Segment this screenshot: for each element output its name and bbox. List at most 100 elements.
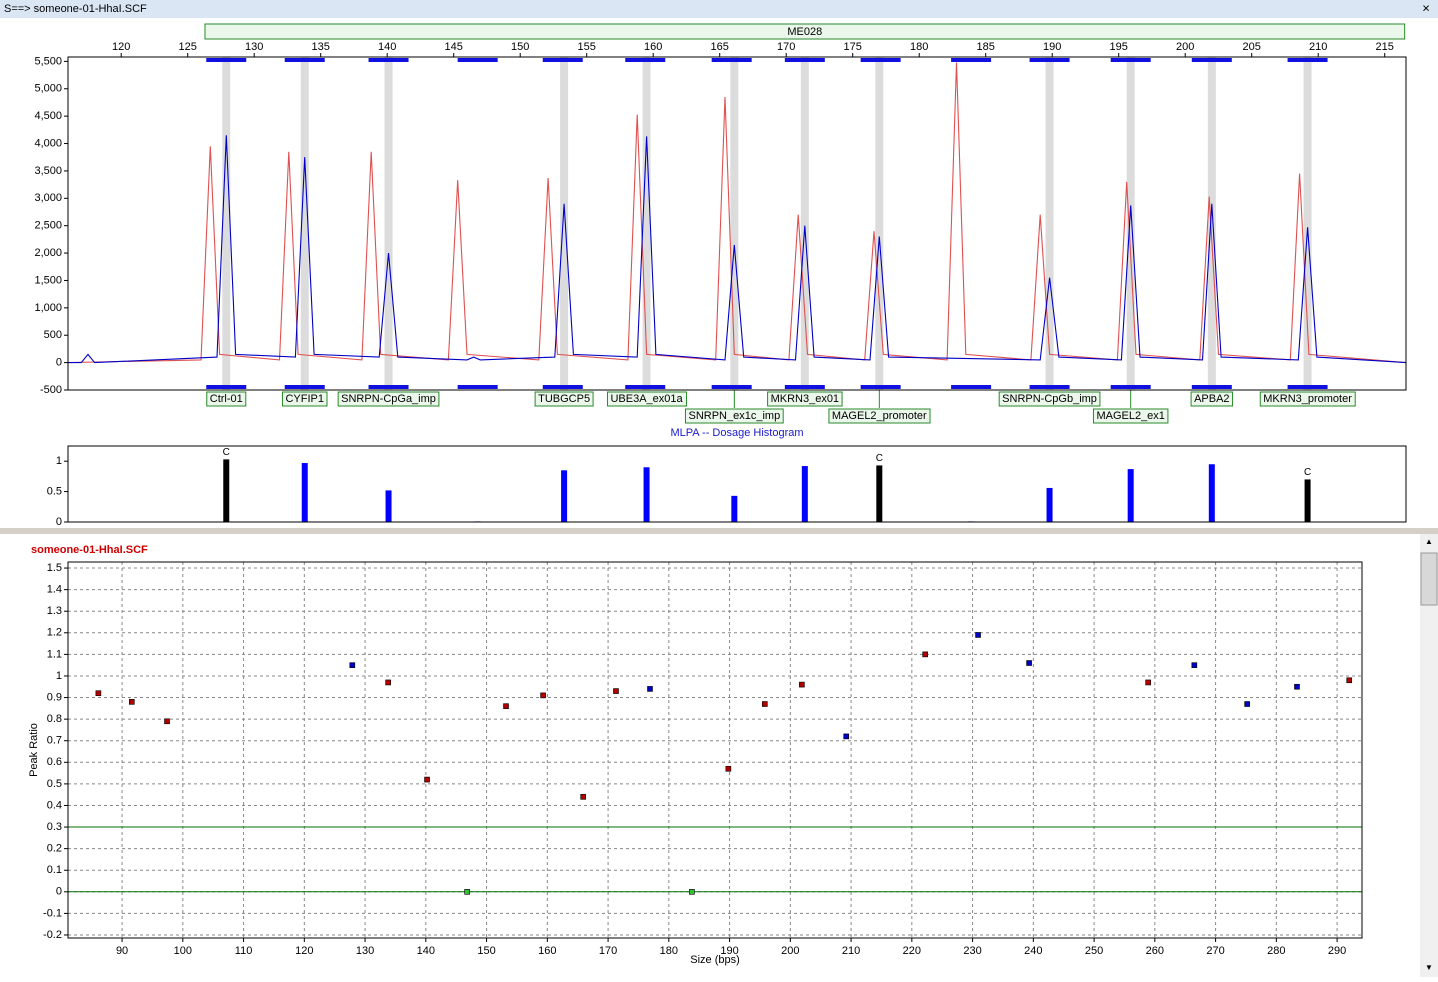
probe-band [1046, 57, 1054, 390]
bin-top [458, 58, 498, 62]
window-title: S==> someone-01-HhaI.SCF [4, 3, 147, 15]
bin-top [1111, 58, 1151, 62]
scroll-up[interactable]: ▲ [1425, 537, 1433, 546]
ratio-point [1294, 684, 1299, 689]
ratio-point [386, 680, 391, 685]
x-tick-label: 180 [910, 41, 928, 53]
y-tick-label: 0.6 [47, 756, 62, 768]
probe-label: Ctrl-01 [210, 393, 243, 405]
bin-top [951, 58, 991, 62]
x-tick-label: 200 [1176, 41, 1194, 53]
x-tick-label: 140 [417, 945, 435, 957]
y-tick-label: 0.1 [47, 864, 62, 876]
bin-bottom [1030, 385, 1070, 389]
y-tick-label: 500 [44, 329, 62, 341]
ratio-point [1347, 678, 1352, 683]
probe-band [1208, 57, 1216, 390]
dosage-bar [644, 467, 650, 522]
y-tick-label: 0 [56, 886, 62, 898]
x-tick-label: 170 [599, 945, 617, 957]
bin-top [625, 58, 665, 62]
x-tick-label: 195 [1110, 41, 1128, 53]
scroll-thumb[interactable] [1421, 553, 1437, 605]
y-tick-label: 2,500 [34, 220, 62, 232]
ratio-point [1146, 680, 1151, 685]
bin-bottom [861, 385, 901, 389]
bin-bottom [1288, 385, 1328, 389]
probe-band [385, 57, 393, 390]
probe-label: APBA2 [1194, 393, 1229, 405]
ratio-point [581, 794, 586, 799]
x-tick-label: 110 [235, 945, 253, 957]
x-tick-label: 90 [116, 945, 128, 957]
y-tick-label: 0 [56, 357, 62, 369]
range-label: ME028 [787, 26, 822, 38]
y-tick-label: 1 [56, 670, 62, 682]
ratio-point [129, 699, 134, 704]
dosage-bar [802, 466, 808, 522]
x-tick-label: 240 [1024, 945, 1042, 957]
ratio-point [1027, 661, 1032, 666]
bin-top [285, 58, 325, 62]
bin-bottom [712, 385, 752, 389]
probe-band [801, 57, 809, 390]
ratio-point [726, 766, 731, 771]
y-tick-label: 0.8 [47, 713, 62, 725]
x-tick-label: 160 [644, 41, 662, 53]
x-tick-label: 280 [1267, 945, 1285, 957]
probe-band [222, 57, 230, 390]
control-marker: C [223, 447, 230, 458]
probe-label: MAGEL2_ex1 [1096, 410, 1164, 422]
x-tick-label: 100 [174, 945, 192, 957]
ratio-point [844, 734, 849, 739]
histogram-title: MLPA -- Dosage Histogram [670, 427, 803, 439]
y-tick-label: 0.9 [47, 691, 62, 703]
probe-band [560, 57, 568, 390]
ratio-point [350, 663, 355, 668]
y-tick-label: 0.5 [47, 486, 62, 498]
dosage-bar [1128, 469, 1134, 522]
x-tick-label: 260 [1146, 945, 1164, 957]
y-tick-label: 1.3 [47, 605, 62, 617]
bin-top [712, 58, 752, 62]
probe-label: TUBGCP5 [538, 393, 590, 405]
x-tick-label: 270 [1206, 945, 1224, 957]
x-tick-label: 150 [511, 41, 529, 53]
y-tick-label: 1.5 [47, 562, 62, 574]
probe-label: SNRPN-CpGa_imp [341, 393, 436, 405]
probe-band [1127, 57, 1135, 390]
x-tick-label: 120 [295, 945, 313, 957]
x-tick-label: 290 [1328, 945, 1346, 957]
bin-bottom [1111, 385, 1151, 389]
probe-label: SNRPN-CpGb_imp [1002, 393, 1097, 405]
bin-top [1030, 58, 1070, 62]
y-tick-label: 5,500 [34, 55, 62, 67]
bin-bottom [458, 385, 498, 389]
splitter[interactable] [0, 528, 1438, 534]
x-tick-label: 180 [660, 945, 678, 957]
y-tick-label: 0.3 [47, 821, 62, 833]
x-tick-label: 205 [1243, 41, 1261, 53]
ratio-point [923, 652, 928, 657]
dosage-bar [561, 470, 567, 522]
x-tick-label: 135 [312, 41, 330, 53]
title-bar [0, 0, 1438, 18]
dosage-bar [302, 463, 308, 522]
bin-bottom [1192, 385, 1232, 389]
scroll-down[interactable]: ▼ [1425, 963, 1433, 972]
y-tick-label: 4,000 [34, 137, 62, 149]
x-tick-label: 150 [477, 945, 495, 957]
probe-label: SNRPN_ex1c_imp [688, 410, 780, 422]
x-tick-label: 165 [711, 41, 729, 53]
ratio-point [96, 691, 101, 696]
close-button[interactable]: × [1422, 0, 1430, 15]
ratio-point [1192, 663, 1197, 668]
y-tick-label: 0 [56, 516, 62, 528]
probe-band [730, 57, 738, 390]
dosage-bar [1209, 464, 1215, 522]
y-tick-label: 0.4 [47, 799, 62, 811]
y-tick-label: 5,000 [34, 83, 62, 95]
bin-top [785, 58, 825, 62]
x-tick-label: 215 [1376, 41, 1394, 53]
probe-label: UBE3A_ex01a [610, 393, 683, 405]
